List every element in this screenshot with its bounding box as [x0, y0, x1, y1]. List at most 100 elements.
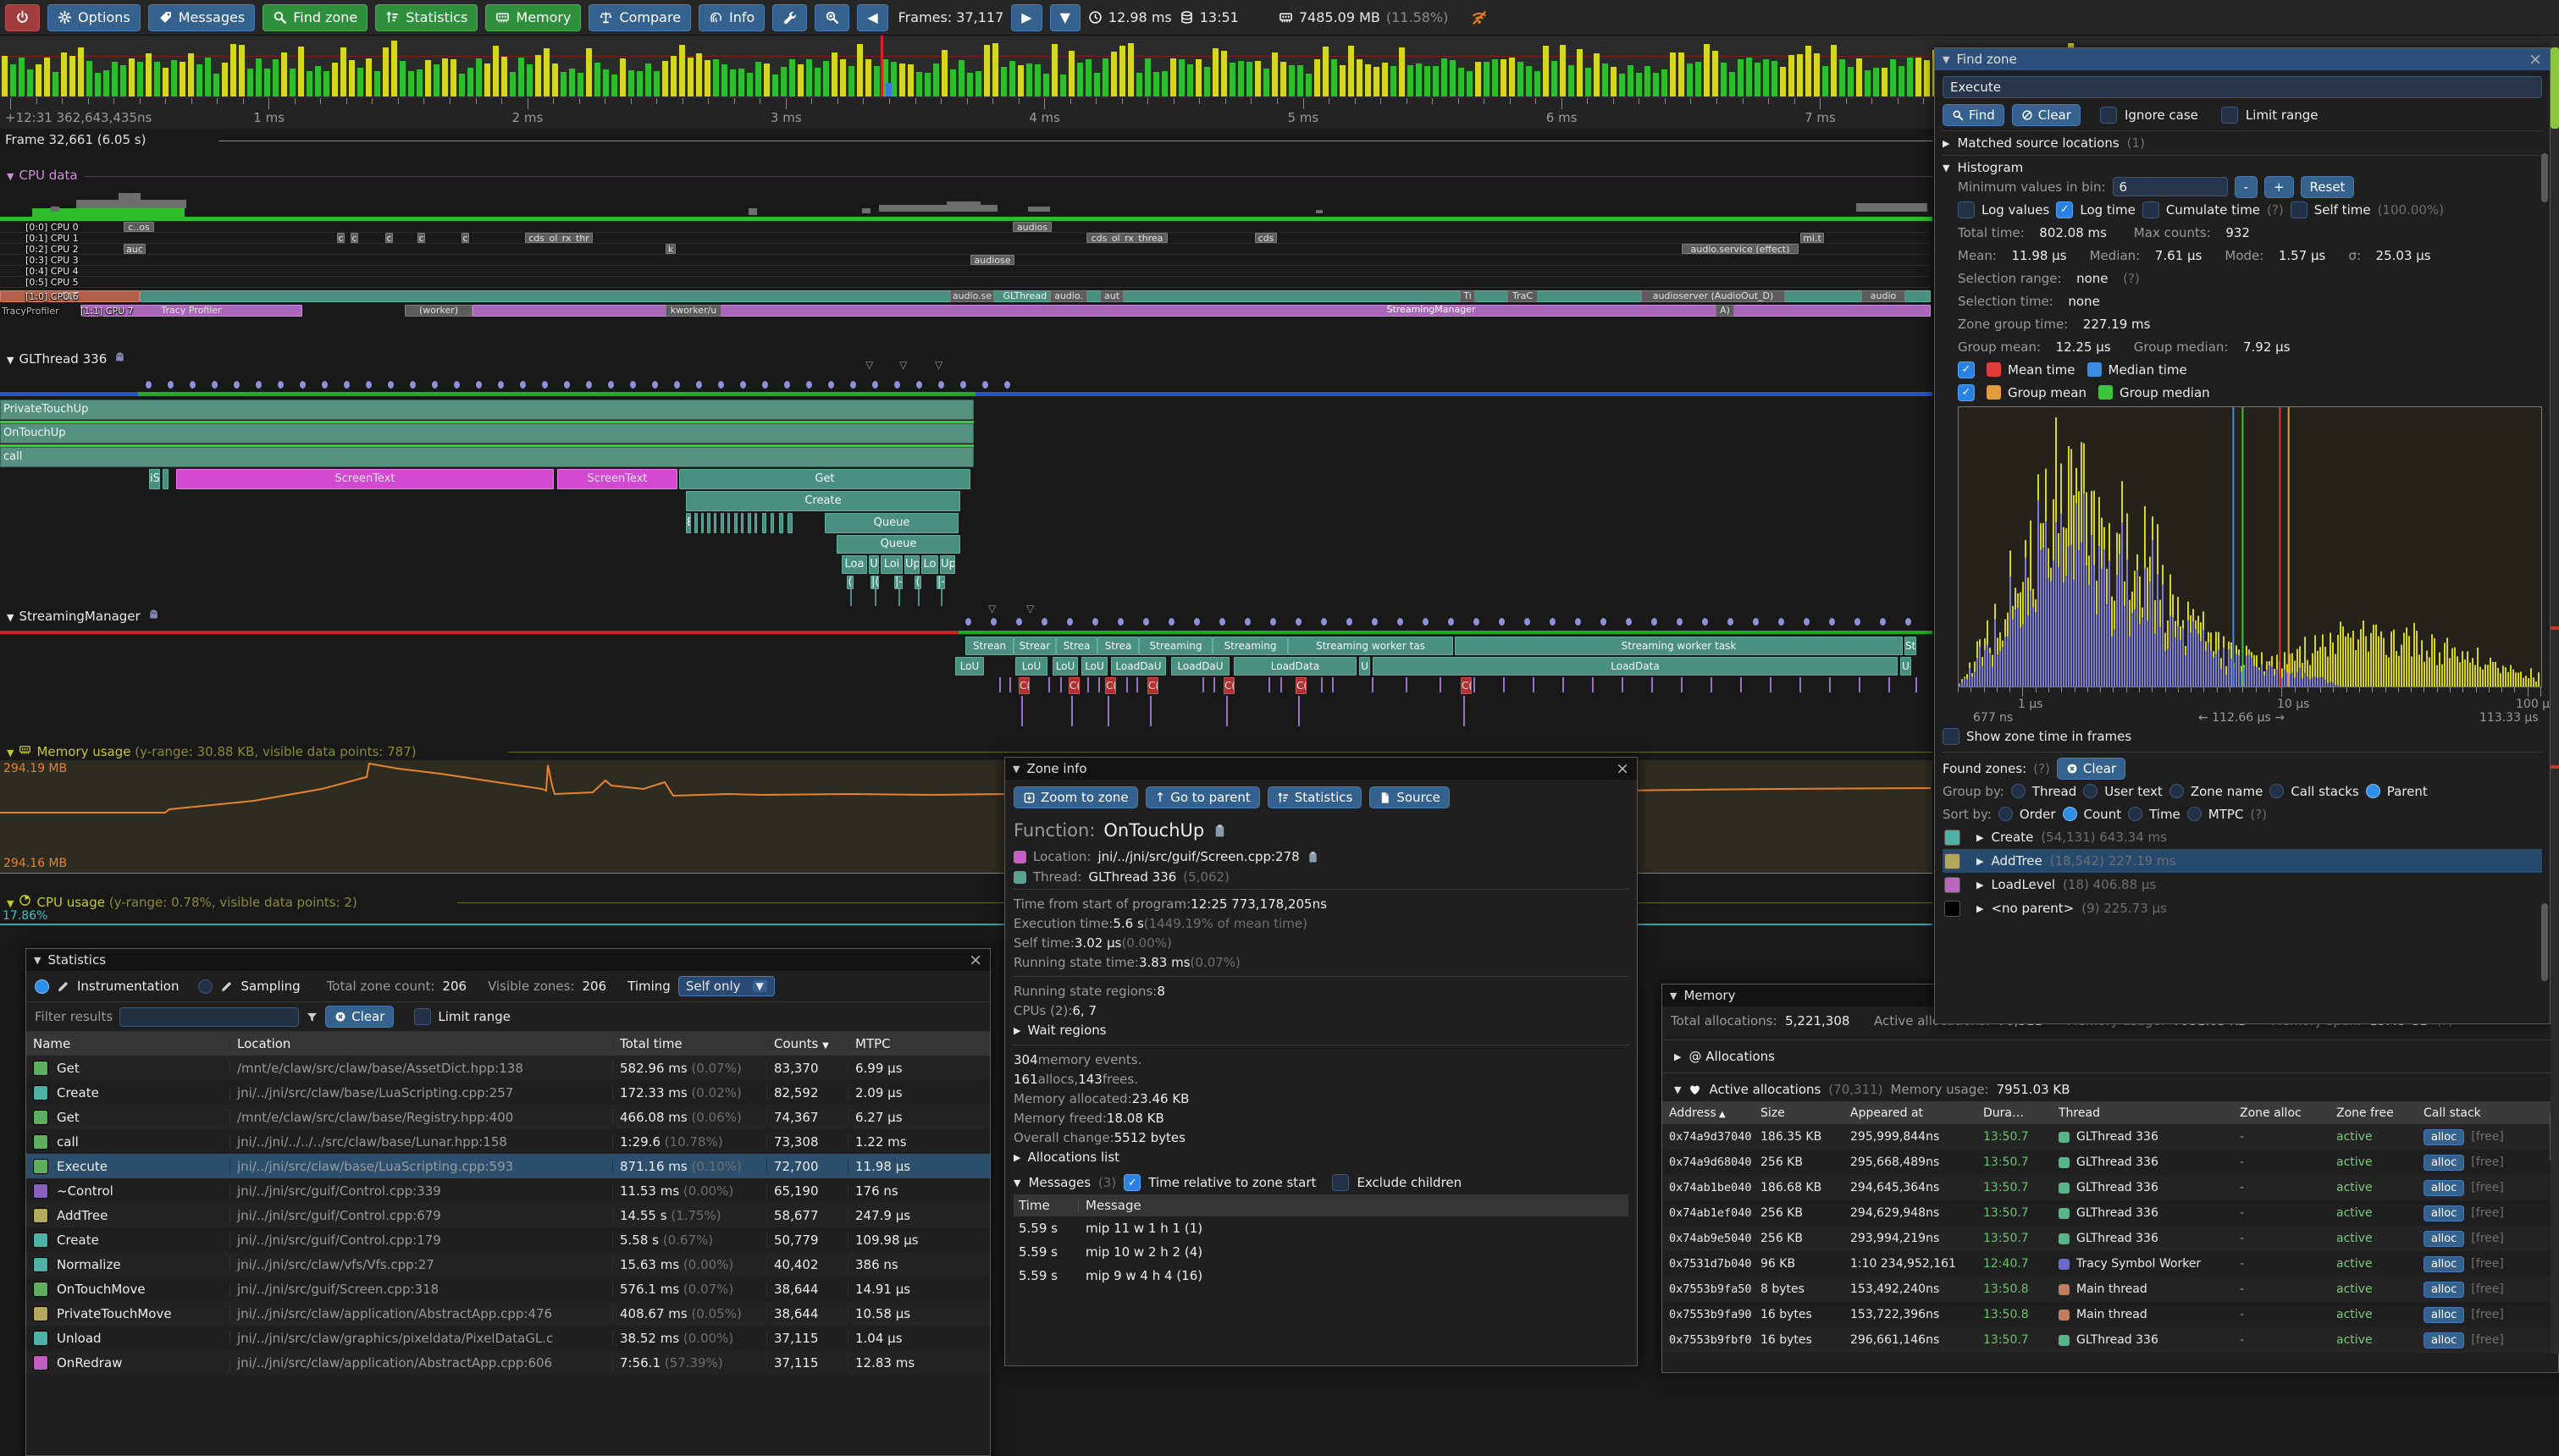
table-row[interactable]: call jni/../jni/../../../src/claw/base/Lu…: [26, 1129, 990, 1154]
statistics-table-header[interactable]: Name Location Total time Counts ▼ MTPC: [26, 1032, 990, 1056]
table-row[interactable]: Execute jni/../jni/src/claw/base/LuaScrip…: [26, 1154, 990, 1178]
frame-bar[interactable]: [417, 69, 423, 97]
frame-bar[interactable]: [196, 64, 202, 97]
frame-bar[interactable]: [594, 63, 600, 97]
lock-marker-dot[interactable]: [454, 381, 460, 389]
frame-bar[interactable]: [1670, 52, 1676, 97]
zone-chip[interactable]: C(: [1461, 677, 1472, 694]
collapse-icon[interactable]: ▼: [1943, 162, 1950, 174]
frame-bar[interactable]: [1568, 64, 1574, 97]
log-values-checkbox[interactable]: [1958, 201, 1975, 218]
info-button[interactable]: Info: [699, 3, 765, 31]
zone-chip[interactable]: OnTouchUp: [0, 423, 974, 444]
instrumentation-radio[interactable]: [35, 979, 49, 994]
zone-chip[interactable]: [721, 513, 724, 533]
frame-bar[interactable]: [205, 58, 211, 97]
zone-chip[interactable]: Create: [686, 491, 960, 511]
lock-marker-dot[interactable]: [1346, 618, 1352, 626]
memory-col-header[interactable]: Appeared at: [1850, 1106, 1924, 1120]
lock-marker-dot[interactable]: [982, 381, 988, 389]
clipboard-icon[interactable]: [1213, 824, 1227, 838]
frame-bar[interactable]: [527, 64, 533, 97]
frame-bar[interactable]: [222, 63, 228, 97]
memory-col-header[interactable]: Zone free: [2336, 1106, 2394, 1120]
frame-bar[interactable]: [789, 59, 795, 97]
frame-bar[interactable]: [27, 69, 33, 97]
memory-col-header[interactable]: Thread: [2059, 1106, 2100, 1120]
lock-marker-dot[interactable]: [1829, 618, 1835, 626]
frame-bar[interactable]: [1424, 65, 1430, 97]
frame-bar[interactable]: [679, 45, 685, 97]
zone-chip[interactable]: Streaming worker task: [1455, 637, 1903, 655]
frame-bar[interactable]: [1839, 58, 1845, 97]
zone-chip[interactable]: audioserver (AudioOut_D): [1641, 290, 1785, 302]
frame-bar[interactable]: [865, 59, 871, 97]
lock-marker-dot[interactable]: [1753, 618, 1759, 626]
frame-bar[interactable]: [154, 62, 160, 97]
zone-chip[interactable]: Lo: [921, 555, 938, 574]
lock-marker-dot[interactable]: [1016, 618, 1022, 626]
zone-chip[interactable]: iS: [149, 469, 160, 489]
frame-bar[interactable]: [976, 71, 981, 97]
frame-bar[interactable]: [1204, 66, 1210, 97]
zone-chip[interactable]: c: [351, 233, 358, 243]
frame-bar[interactable]: [1263, 68, 1269, 97]
zone-chip[interactable]: [788, 513, 793, 533]
frame-bar[interactable]: [1526, 65, 1532, 97]
collapse-icon[interactable]: ▶: [1976, 902, 1984, 914]
frame-bar[interactable]: [544, 48, 550, 97]
frame-bar[interactable]: [1560, 45, 1566, 97]
frame-bar[interactable]: [1484, 61, 1490, 97]
frame-bar[interactable]: [1585, 68, 1591, 97]
frame-bar[interactable]: [1441, 58, 1447, 97]
lock-marker-dot[interactable]: [1626, 618, 1632, 626]
frame-bar[interactable]: [1382, 63, 1388, 97]
goto-frame-button[interactable]: ▼: [1049, 3, 1081, 31]
frame-bar[interactable]: [823, 60, 829, 97]
cpu-usage-header[interactable]: ▼ CPU usage (y-range: 0.78%, visible data…: [7, 895, 357, 910]
zone-chip[interactable]: [779, 513, 783, 533]
frame-bar[interactable]: [628, 69, 634, 97]
frame-bar[interactable]: [662, 60, 668, 97]
zone-chip[interactable]: mi.t: [1800, 233, 1824, 243]
filter-input[interactable]: [119, 1007, 300, 1027]
memory-col-header[interactable]: Dura…: [1983, 1106, 2024, 1120]
frame-bar[interactable]: [1475, 61, 1481, 97]
lock-marker-dot[interactable]: [652, 381, 658, 389]
frame-bar[interactable]: [891, 62, 897, 97]
frame-bar[interactable]: [1907, 58, 1913, 97]
col-name-header[interactable]: Name: [33, 1036, 71, 1051]
frame-bar[interactable]: [1009, 60, 1015, 97]
zone-chip[interactable]: [734, 513, 738, 533]
frame-bar[interactable]: [1145, 58, 1151, 97]
lock-marker-dot[interactable]: [476, 381, 482, 389]
collapse-icon[interactable]: ▶: [1014, 1151, 1021, 1163]
zone-chip[interactable]: Tracy Profiler: [80, 305, 302, 317]
message-row[interactable]: 5.59 s mip 10 w 2 h 2 (4): [1014, 1240, 1628, 1264]
zone-chip[interactable]: [727, 513, 730, 533]
frame-bar[interactable]: [1018, 65, 1024, 97]
sort-by-order-radio[interactable]: [1998, 807, 2013, 821]
frame-bar[interactable]: [1297, 64, 1303, 97]
clear-button[interactable]: Clear: [2011, 104, 2081, 126]
lock-marker-dot[interactable]: [1550, 618, 1556, 626]
frame-bar[interactable]: [992, 43, 998, 97]
zone-chip[interactable]: audiose: [970, 255, 1014, 265]
collapse-icon[interactable]: ▶: [1976, 855, 1984, 867]
frame-bar[interactable]: [374, 71, 380, 97]
collapse-icon[interactable]: ▼: [34, 954, 41, 966]
frame-bar[interactable]: [1331, 59, 1337, 97]
frame-bar[interactable]: [1001, 67, 1007, 97]
zone-chip[interactable]: [707, 513, 710, 533]
memory-usage-header[interactable]: ▼ Memory usage (y-range: 30.88 KB, visibl…: [7, 744, 417, 759]
lock-marker-dot[interactable]: [850, 381, 856, 389]
frame-bar[interactable]: [933, 63, 939, 97]
prev-frame-button[interactable]: ◀: [857, 3, 888, 31]
group-by-call-stacks-radio[interactable]: [2269, 784, 2285, 798]
frame-bar[interactable]: [510, 71, 516, 97]
frame-bar[interactable]: [1848, 66, 1854, 97]
frame-bar[interactable]: [654, 70, 660, 97]
zone-chip[interactable]: C(: [1019, 677, 1030, 694]
frame-bar[interactable]: [36, 64, 41, 97]
frame-bar[interactable]: [1865, 70, 1871, 97]
